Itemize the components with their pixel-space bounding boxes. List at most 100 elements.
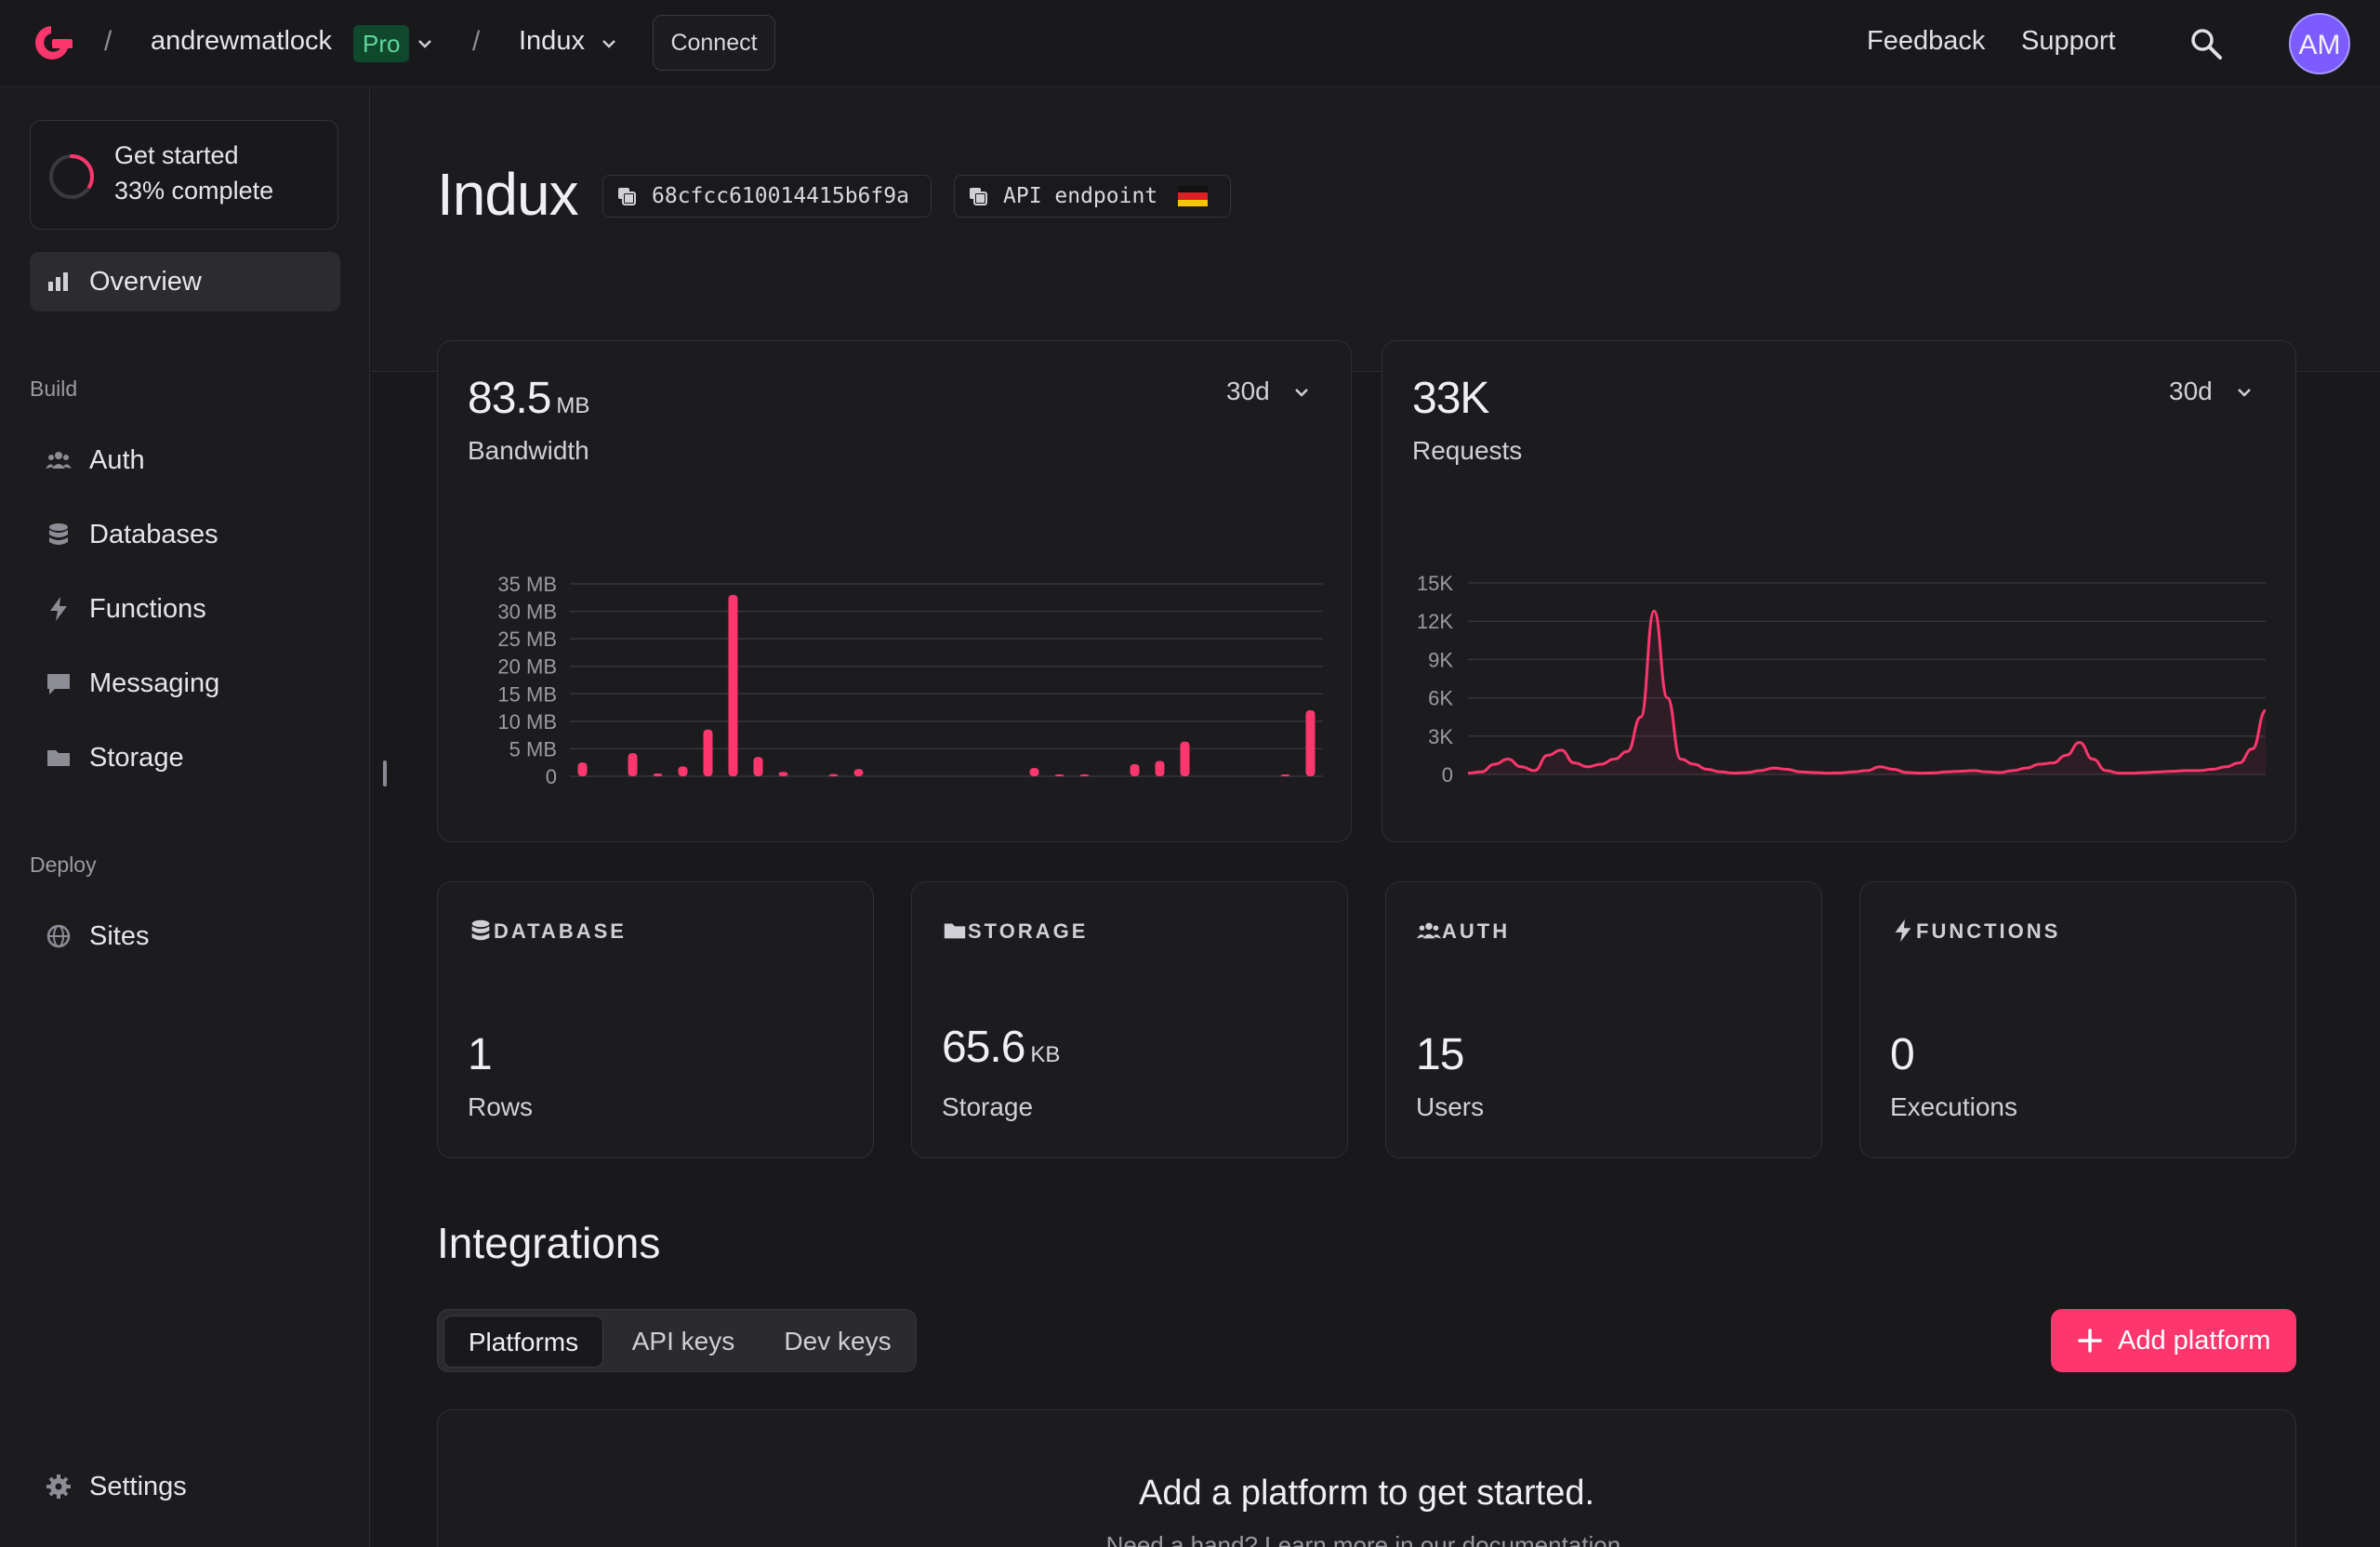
series-area <box>1468 611 2266 774</box>
bar <box>778 772 788 776</box>
project-name[interactable]: Indux <box>519 26 585 56</box>
feedback-link[interactable]: Feedback <box>1867 26 1986 56</box>
sidebar-item-label: Databases <box>89 519 218 549</box>
tab-api-keys[interactable]: API keys <box>631 1327 735 1355</box>
auth-stat-card[interactable]: AUTH 15 Users <box>1385 881 1822 1158</box>
globe-icon <box>46 924 71 948</box>
gear-icon <box>46 1474 71 1499</box>
chat-icon <box>47 674 70 694</box>
search-icon[interactable] <box>2188 26 2224 61</box>
bar <box>577 762 588 776</box>
series-line <box>1467 609 2267 775</box>
sidebar-item-sites[interactable]: Sites <box>30 906 340 966</box>
sidebar-item-functions[interactable]: Functions <box>30 579 340 639</box>
add-platform-label: Add platform <box>2118 1325 2271 1355</box>
get-started-title: Get started <box>114 141 239 169</box>
sidebar-item-label: Functions <box>89 593 206 624</box>
database-stat-card[interactable]: DATABASE 1 Rows <box>437 881 874 1158</box>
sidebar-item-overview[interactable]: Overview <box>30 252 340 311</box>
bandwidth-card: 83.5 MB Bandwidth 30d 35 MB 30 MB 25 MB 20 M… <box>437 340 1352 842</box>
bar <box>853 769 864 776</box>
bar <box>728 594 738 776</box>
y-tick-label: 6K <box>1428 687 1453 710</box>
y-tick-label: 35 MB <box>497 573 557 596</box>
sidebar-item-auth[interactable]: Auth <box>30 430 340 490</box>
database-icon <box>471 919 490 941</box>
bar <box>1305 710 1316 776</box>
progress-ring-icon <box>49 154 94 199</box>
stat-title: STORAGE <box>968 919 1089 943</box>
bar <box>1130 763 1140 776</box>
database-icon <box>49 523 68 545</box>
stat-title: DATABASE <box>494 919 627 943</box>
chevron-down-icon[interactable] <box>1291 382 1312 403</box>
y-tick-label: 0 <box>1442 763 1453 787</box>
bar <box>678 766 688 776</box>
stat-value: 15 <box>1416 1030 1464 1079</box>
project-chevron-down-icon[interactable] <box>599 33 619 54</box>
functions-stat-card[interactable]: FUNCTIONS 0 Executions <box>1859 881 2296 1158</box>
chevron-down-icon[interactable] <box>2234 382 2254 403</box>
users-icon <box>46 452 72 469</box>
platforms-empty-state: Add a platform to get started. Need a ha… <box>437 1409 2296 1547</box>
copy-icon <box>618 188 636 205</box>
y-tick-label: 25 MB <box>497 628 557 651</box>
requests-range-select[interactable]: 30d <box>2169 377 2213 405</box>
requests-chart: 15K 12K 9K 6K 3K 0 <box>1417 572 2267 787</box>
copy-icon <box>970 188 987 205</box>
y-tick-label: 9K <box>1428 648 1453 671</box>
sidebar: Get started 33% complete Overview Build … <box>0 88 370 1547</box>
storage-stat-card[interactable]: STORAGE 65.6 KB Storage <box>911 881 1348 1158</box>
bar <box>1054 774 1064 776</box>
project-header <box>371 88 2380 372</box>
sidebar-item-label: Auth <box>89 444 145 475</box>
requests-value: 33K <box>1412 374 1489 423</box>
breadcrumb-separator: / <box>104 26 112 57</box>
sidebar-item-settings[interactable]: Settings <box>30 1457 340 1516</box>
bar <box>1180 741 1190 776</box>
stat-label: Rows <box>468 1092 534 1121</box>
sidebar-item-messaging[interactable]: Messaging <box>30 654 340 713</box>
folder-icon <box>944 923 966 939</box>
appwrite-logo-icon[interactable] <box>28 20 74 65</box>
sidebar-collapse-handle[interactable] <box>383 760 387 787</box>
bandwidth-label: Bandwidth <box>468 436 589 465</box>
sidebar-item-storage[interactable]: Storage <box>30 728 340 787</box>
section-label-deploy: Deploy <box>30 853 97 877</box>
chart-bars-icon <box>48 272 68 291</box>
y-tick-label: 15K <box>1417 572 1453 595</box>
bar <box>653 774 663 776</box>
org-chevron-down-icon[interactable] <box>415 33 435 54</box>
org-name[interactable]: andrewmatlock <box>151 26 333 56</box>
get-started-progress: 33% complete <box>114 177 274 205</box>
stat-label: Users <box>1416 1092 1485 1121</box>
stat-title: AUTH <box>1442 919 1511 943</box>
y-tick-label: 0 <box>546 765 557 788</box>
integrations-tabs: Platforms API keys Dev keys <box>437 1309 917 1372</box>
project-id-pill[interactable]: 68cfcc610014415b6f9a <box>602 175 932 218</box>
y-tick-label: 12K <box>1417 610 1453 633</box>
y-tick-label: 20 MB <box>497 655 557 679</box>
plus-icon <box>2078 1329 2102 1353</box>
stat-title: FUNCTIONS <box>1916 919 2061 943</box>
sidebar-item-databases[interactable]: Databases <box>30 505 340 564</box>
connect-button[interactable]: Connect <box>653 15 775 71</box>
bar <box>1029 768 1039 776</box>
bar <box>1280 774 1290 776</box>
y-tick-label: 10 MB <box>497 710 557 734</box>
avatar[interactable]: AM <box>2289 13 2350 74</box>
y-tick-label: 15 MB <box>497 682 557 706</box>
tab-dev-keys[interactable]: Dev keys <box>784 1327 892 1355</box>
api-endpoint-pill[interactable]: API endpoint <box>954 175 1231 218</box>
add-platform-button[interactable]: Add platform <box>2051 1309 2296 1372</box>
get-started-card[interactable]: Get started 33% complete <box>30 120 338 230</box>
stat-value: 1 <box>468 1030 493 1079</box>
support-link[interactable]: Support <box>2021 26 2116 56</box>
y-tick-label: 30 MB <box>497 601 557 624</box>
requests-card: 33K Requests 30d 15K 12K 9K 6K 3K 0 <box>1382 340 2296 842</box>
bandwidth-range-select[interactable]: 30d <box>1226 377 1270 405</box>
empty-state-subtitle: Need a hand? Learn more in our documenta… <box>1105 1531 1628 1547</box>
sidebar-item-label: Settings <box>89 1471 187 1501</box>
tab-platforms[interactable]: Platforms <box>443 1316 603 1368</box>
top-bar: / andrewmatlock Pro / Indux Connect Feed… <box>0 0 2380 87</box>
